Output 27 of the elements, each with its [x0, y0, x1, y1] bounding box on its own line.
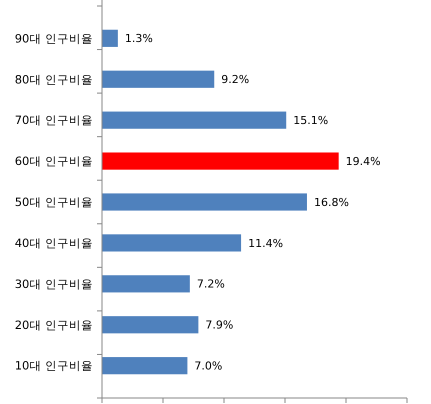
- y-tick-label: 40대 인구비율: [14, 236, 93, 250]
- data-label: 15.1%: [293, 114, 328, 128]
- y-tick-label: 20대 인구비율: [14, 318, 93, 332]
- bar: [102, 30, 118, 47]
- y-tick-label: 90대 인구비율: [14, 31, 93, 46]
- bar: [102, 152, 339, 170]
- y-tick-label: 50대 인구비율: [14, 195, 93, 210]
- data-label: 16.8%: [314, 196, 349, 209]
- bar: [102, 357, 188, 374]
- bar: [102, 275, 190, 292]
- data-label: 7.0%: [194, 360, 222, 373]
- bar: [102, 316, 198, 334]
- data-label: 19.4%: [346, 154, 381, 168]
- y-tick-label: 30대 인구비율: [14, 276, 93, 291]
- bar: [102, 70, 214, 88]
- bar: [102, 193, 307, 211]
- data-label: 7.9%: [205, 318, 234, 332]
- y-tick-label: 10대 인구비율: [14, 358, 93, 373]
- data-label: 9.2%: [221, 73, 250, 86]
- data-label: 7.2%: [196, 278, 225, 291]
- y-tick-label: 60대 인구비율: [14, 154, 93, 168]
- bar: [102, 112, 286, 129]
- y-tick-label: 80대 인구비율: [14, 72, 93, 86]
- bar: [102, 234, 242, 252]
- data-label: 11.4%: [248, 236, 284, 250]
- y-tick-label: 70대 인구비율: [14, 113, 93, 128]
- data-label: 1.3%: [124, 32, 153, 46]
